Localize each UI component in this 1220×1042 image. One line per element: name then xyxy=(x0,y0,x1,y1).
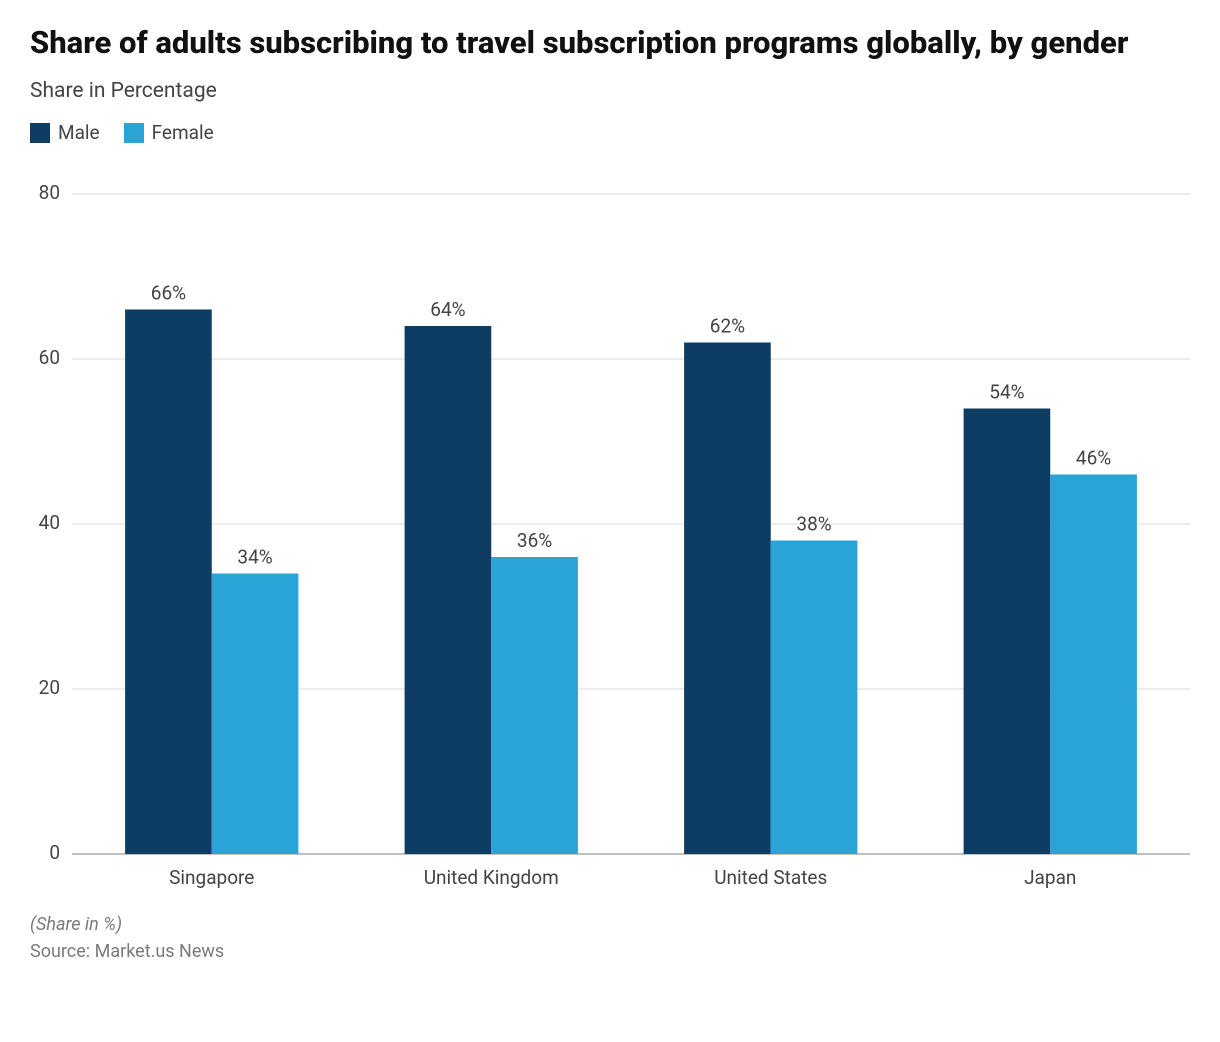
bar xyxy=(405,326,492,854)
chart-plot-area: 0 20 40 60 80 66% 34% Singapore 64% 36% United Kin… xyxy=(30,184,1190,898)
chart-footnote: (Share in %) xyxy=(30,914,1190,935)
bar-value-label: 66% xyxy=(151,282,186,305)
bar-value-label: 36% xyxy=(517,529,552,552)
chart-subtitle: Share in Percentage xyxy=(30,79,1190,103)
legend-item: Male xyxy=(30,121,100,144)
bar xyxy=(212,574,299,855)
y-tick-label: 80 xyxy=(39,184,60,204)
chart-title: Share of adults subscribing to travel su… xyxy=(30,24,1190,61)
legend: Male Female xyxy=(30,121,1190,144)
bar xyxy=(684,343,771,855)
bar xyxy=(491,557,578,854)
bar xyxy=(125,310,212,855)
y-tick-label: 20 xyxy=(39,676,60,699)
y-tick-label: 40 xyxy=(39,511,60,534)
legend-swatch xyxy=(124,123,144,143)
bar-value-label: 64% xyxy=(430,298,465,321)
bar-chart: 0 20 40 60 80 66% 34% Singapore 64% 36% United Kin… xyxy=(30,184,1190,898)
y-tick-label: 60 xyxy=(39,346,60,369)
x-category-label: United Kingdom xyxy=(424,866,559,889)
bar-value-label: 54% xyxy=(989,381,1024,404)
legend-label: Female xyxy=(152,121,214,144)
legend-label: Male xyxy=(58,121,100,144)
x-category-label: Japan xyxy=(1024,866,1076,889)
chart-source: Source: Market.us News xyxy=(30,941,1190,962)
x-category-label: United States xyxy=(714,866,827,889)
bar xyxy=(771,541,858,855)
legend-swatch xyxy=(30,123,50,143)
y-tick-label: 0 xyxy=(49,841,60,864)
bar-value-label: 46% xyxy=(1076,447,1111,470)
chart-container: Share of adults subscribing to travel su… xyxy=(0,0,1220,1042)
legend-item: Female xyxy=(124,121,214,144)
x-category-label: Singapore xyxy=(169,866,254,889)
bar-value-label: 38% xyxy=(796,513,831,536)
bar xyxy=(964,409,1051,855)
bar xyxy=(1050,475,1137,855)
bar-value-label: 34% xyxy=(237,546,272,569)
bar-value-label: 62% xyxy=(710,315,745,338)
chart-footer: (Share in %) Source: Market.us News xyxy=(30,914,1190,962)
